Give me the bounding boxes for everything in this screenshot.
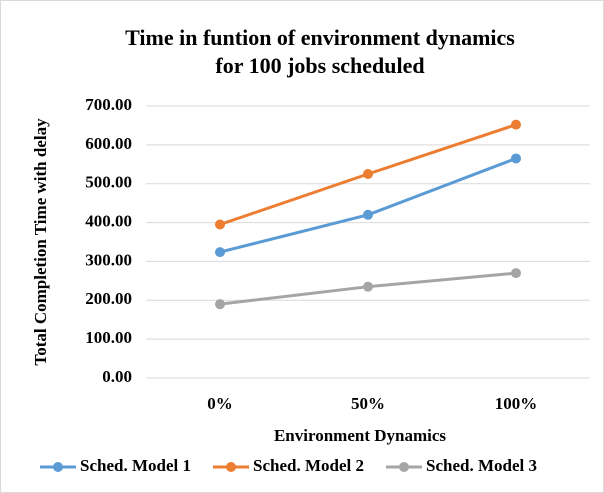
legend-label: Sched. Model 1 — [80, 456, 191, 475]
data-point — [363, 169, 373, 179]
chart-title: for 100 jobs scheduled — [215, 53, 424, 78]
data-point — [215, 219, 225, 230]
x-tick-label: 50% — [351, 394, 385, 413]
y-tick-label: 600.00 — [85, 134, 132, 153]
legend-label: Sched. Model 3 — [426, 456, 537, 475]
y-tick-label: 700.00 — [85, 95, 132, 114]
data-point — [511, 268, 521, 279]
legend-label: Sched. Model 2 — [253, 456, 364, 475]
legend-marker — [53, 462, 63, 472]
y-tick-label: 100.00 — [85, 328, 132, 347]
legend-marker — [226, 462, 236, 472]
x-tick-label: 100% — [495, 394, 538, 413]
y-tick-label: 200.00 — [85, 289, 132, 308]
data-point — [215, 247, 225, 258]
y-tick-label: 400.00 — [85, 211, 132, 230]
chart-title: Time in funtion of environment dynamics — [125, 25, 515, 50]
x-tick-label: 0% — [207, 394, 233, 413]
y-tick-label: 500.00 — [85, 173, 132, 192]
y-axis-label: Total Completion Time with delay — [31, 118, 50, 366]
data-point — [511, 119, 521, 130]
data-point — [363, 281, 373, 292]
data-point — [363, 209, 373, 220]
y-tick-label: 300.00 — [85, 250, 132, 269]
legend-marker — [399, 462, 409, 472]
x-axis-label: Environment Dynamics — [274, 426, 446, 445]
y-tick-label: 0.00 — [102, 367, 132, 386]
data-point — [511, 153, 521, 164]
data-point — [215, 299, 225, 310]
